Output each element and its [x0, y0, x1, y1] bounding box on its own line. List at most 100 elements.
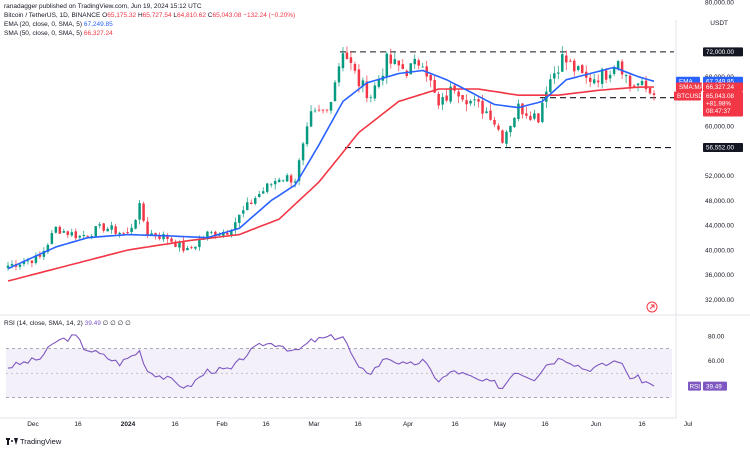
- sma-tag-value-bg: [703, 82, 743, 92]
- candle: [194, 246, 197, 251]
- candle: [62, 228, 66, 233]
- candle-body: [353, 63, 357, 71]
- candle-body: [289, 175, 293, 183]
- candle-body: [588, 77, 592, 82]
- candle: [257, 190, 261, 198]
- candle: [569, 58, 572, 63]
- ohlc-open: 65,175.32: [107, 12, 137, 19]
- candle-body: [393, 59, 397, 65]
- candle-body: [313, 110, 317, 112]
- candle: [353, 61, 357, 74]
- candle-body: [365, 81, 369, 99]
- candle: [577, 65, 580, 72]
- candle: [604, 68, 608, 83]
- moving-averages: [7, 66, 655, 282]
- price-tag-value: 65,043.08: [706, 93, 735, 100]
- ema-legend: EMA (20, close, 0, SMA, 5) 67,249.85: [4, 21, 113, 29]
- rsi-tag-label-bg: [688, 381, 701, 391]
- candle-body: [377, 79, 381, 87]
- candle: [293, 178, 297, 188]
- candle: [54, 226, 58, 234]
- candle-body: [513, 117, 516, 127]
- candle-body: [230, 230, 233, 236]
- candle-body: [445, 95, 448, 101]
- candle-body: [238, 214, 241, 223]
- replay-icon-arrow: [649, 304, 655, 310]
- ema-tag-value-text: 67,249.85: [706, 78, 735, 85]
- ohlc-open-label: O: [102, 12, 108, 19]
- candle-body: [10, 264, 14, 266]
- candle-body: [397, 60, 401, 66]
- symbol-title: Bitcoin / TetherUS, 1D, BINANCE: [4, 12, 101, 19]
- candle-body: [130, 227, 133, 233]
- candle-body: [126, 232, 129, 233]
- candle: [34, 252, 38, 265]
- candle-body: [592, 79, 596, 84]
- candle-body: [30, 260, 34, 264]
- rsi-legend-extra: ∅ ∅ ∅ ∅: [102, 320, 131, 327]
- candle: [596, 74, 600, 88]
- candle: [648, 86, 652, 95]
- candle-body: [102, 223, 105, 231]
- price-tick-label: 80,000.00: [705, 0, 734, 7]
- time-tick-label: 16: [262, 421, 270, 428]
- replay-icon: [646, 301, 658, 313]
- candle-body: [600, 69, 604, 84]
- candle-body: [333, 82, 337, 102]
- sma-legend-value: 66,327.24: [83, 30, 113, 37]
- candle: [429, 72, 432, 88]
- chart-extras: [646, 301, 658, 313]
- candle: [489, 103, 492, 121]
- candle: [285, 173, 289, 182]
- candle: [437, 91, 440, 109]
- candle-body: [505, 131, 508, 144]
- candle: [50, 229, 54, 245]
- candle: [580, 64, 584, 74]
- candle: [190, 245, 193, 250]
- symbol-ohlc-line: Bitcoin / TetherUS, 1D, BINANCE O65,175.…: [4, 12, 295, 20]
- candle: [42, 247, 46, 260]
- price-tag-label: BTCUSDT: [674, 91, 707, 101]
- candle: [561, 46, 564, 72]
- candle: [461, 94, 464, 102]
- candle: [345, 46, 349, 60]
- tradingview-brand: TradingView: [20, 437, 62, 446]
- time-tick-label: Feb: [216, 421, 228, 428]
- candle: [557, 65, 560, 80]
- candle-body: [640, 80, 644, 85]
- candle-body: [122, 232, 125, 234]
- tradingview-logo[interactable]: TradingView: [6, 437, 61, 446]
- candle-body: [636, 83, 640, 86]
- candle-body: [317, 109, 321, 111]
- ohlc-change: −132.24 (−0.20%): [243, 12, 296, 19]
- candle-body: [521, 103, 524, 115]
- candle: [261, 187, 265, 194]
- ohlc-low: 64,810.62: [177, 12, 206, 19]
- candle: [166, 233, 169, 243]
- candle: [537, 112, 540, 124]
- candle-body: [441, 97, 444, 105]
- candle-body: [18, 264, 22, 267]
- candle-body: [405, 70, 409, 77]
- candle: [277, 177, 281, 183]
- candle-body: [429, 75, 432, 81]
- sma-tag-value-text: 66,327.24: [706, 84, 735, 91]
- candle-body: [182, 241, 185, 251]
- candle-body: [222, 231, 225, 236]
- support-resistance-levels: [340, 51, 674, 149]
- level-tag-bg: [703, 47, 743, 57]
- candle: [405, 69, 409, 79]
- candle: [497, 123, 500, 132]
- candle: [329, 101, 333, 114]
- sma-50-line: [7, 86, 654, 282]
- candle-body: [142, 203, 145, 221]
- candle: [509, 125, 512, 137]
- candle-body: [537, 113, 540, 123]
- price-tag-label-bg: [674, 91, 701, 101]
- candle-body: [580, 65, 584, 73]
- level-tag-text: 72,000.00: [706, 49, 735, 56]
- candle-body: [98, 224, 101, 226]
- candle-body: [457, 91, 460, 97]
- time-tick-label: 16: [638, 421, 646, 428]
- candle: [640, 77, 644, 86]
